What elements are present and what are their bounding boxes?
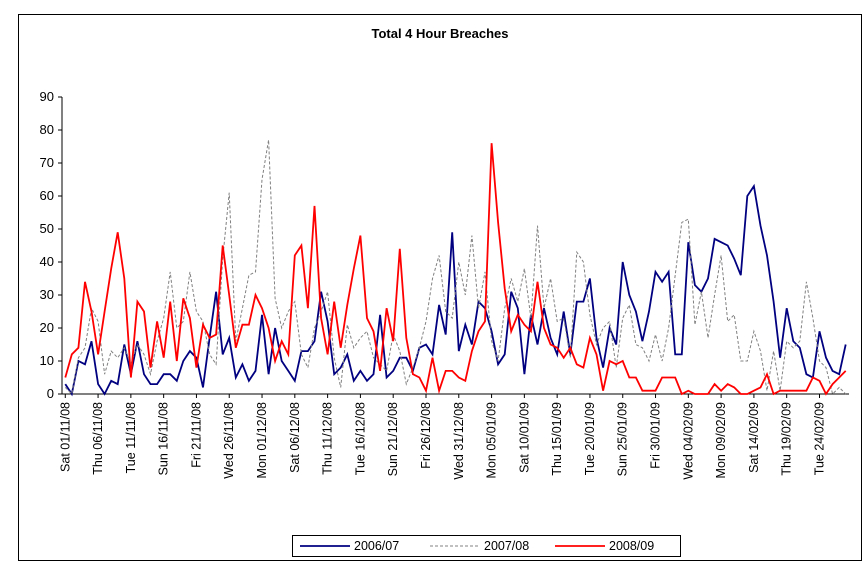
y-tick-label: 10 — [40, 353, 54, 368]
x-tick-label: Sat 14/02/09 — [747, 402, 761, 473]
y-tick-label: 80 — [40, 122, 54, 137]
x-tick-label: Thu 15/01/09 — [550, 402, 564, 476]
legend: 2006/07 2007/08 2008/09 — [292, 535, 681, 557]
x-tick-label: Thu 06/11/08 — [91, 402, 105, 475]
x-tick-label: Sun 21/12/08 — [386, 402, 400, 476]
x-tick-label: Sat 10/01/09 — [517, 402, 531, 473]
legend-label: 2007/08 — [484, 539, 529, 553]
x-tick-label: Mon 09/02/09 — [714, 402, 728, 478]
legend-label: 2008/09 — [609, 539, 654, 553]
x-tick-label: Tue 11/11/08 — [124, 402, 138, 473]
y-tick-label: 20 — [40, 320, 54, 335]
x-tick-label: Tue 16/12/08 — [353, 402, 367, 475]
series-line — [64, 143, 847, 396]
legend-box — [292, 535, 681, 557]
x-tick-label: Fri 21/11/08 — [189, 402, 203, 468]
x-tick-label: Thu 19/02/09 — [780, 402, 794, 476]
x-tick-label: Sun 16/11/08 — [157, 402, 171, 475]
y-tick-label: 70 — [40, 155, 54, 170]
x-tick-label: Fri 30/01/09 — [649, 402, 663, 469]
y-tick-label: 50 — [40, 221, 54, 236]
x-tick-label: Fri 26/12/08 — [419, 402, 433, 469]
x-tick-label: Sat 06/12/08 — [288, 402, 302, 473]
y-tick-label: 60 — [40, 188, 54, 203]
y-tick-label: 40 — [40, 254, 54, 269]
x-tick-label: Thu 11/12/08 — [321, 402, 335, 475]
y-tick-label: 30 — [40, 287, 54, 302]
x-tick-label: Wed 31/12/08 — [452, 402, 466, 480]
legend-label: 2006/07 — [354, 539, 399, 553]
series-line — [64, 139, 847, 396]
x-tick-label: Mon 05/01/09 — [485, 402, 499, 478]
y-tick-label: 0 — [47, 386, 54, 401]
x-tick-label: Tue 20/01/09 — [583, 402, 597, 475]
x-tick-label: Wed 26/11/08 — [222, 402, 236, 479]
chart-title: Total 4 Hour Breaches — [371, 26, 508, 41]
x-tick-label: Wed 04/02/09 — [681, 402, 695, 480]
chart-frame — [18, 14, 862, 561]
x-tick-label: Sat 01/11/08 — [58, 402, 72, 472]
x-tick-label: Mon 01/12/08 — [255, 402, 269, 478]
x-tick-label: Sun 25/01/09 — [616, 402, 630, 476]
x-tick-label: Tue 24/02/09 — [812, 402, 826, 475]
y-tick-label: 90 — [40, 89, 54, 104]
